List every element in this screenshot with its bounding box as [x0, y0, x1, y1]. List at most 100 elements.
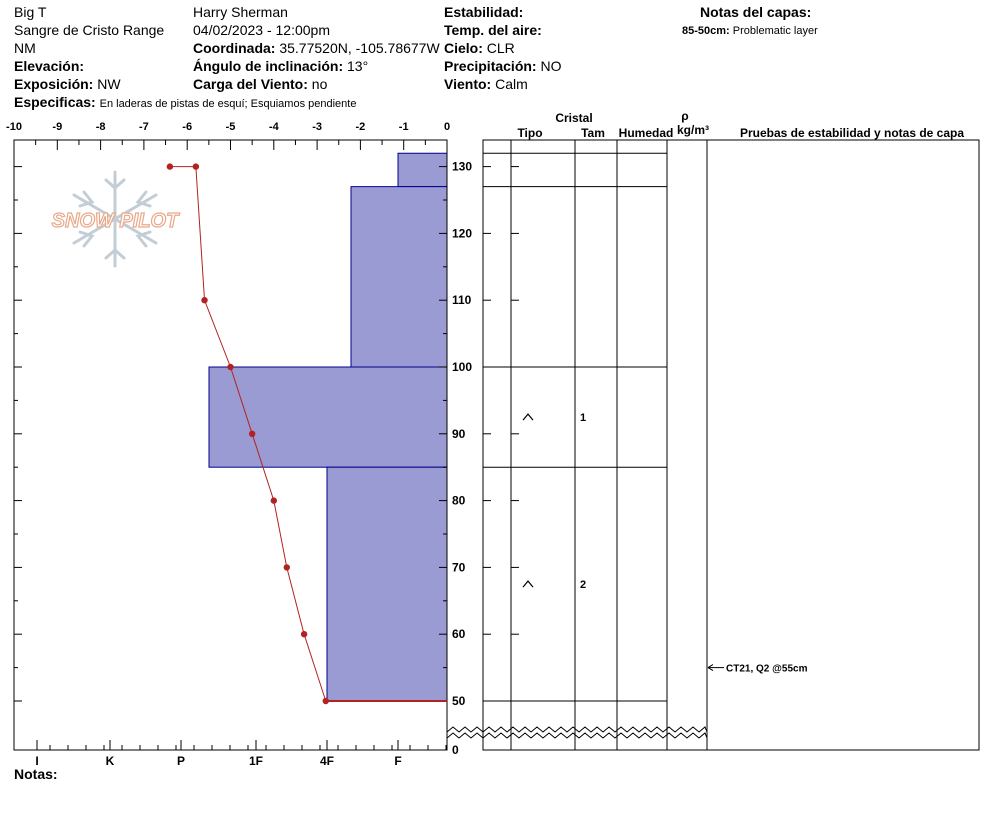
temp-tick-label: -10 — [6, 121, 22, 133]
precip-label: Precipitación: — [444, 58, 537, 74]
hardness-bars — [208, 152, 448, 702]
layers-table: Cristal Tipo Tam Humedad ρ kg/m³ Pruebas… — [482, 109, 980, 751]
temp-point — [227, 363, 234, 371]
header-tam: Tam — [581, 126, 605, 140]
hardness-tick-label: 4F — [320, 754, 334, 768]
datetime: 04/02/2023 - 12:00pm — [193, 22, 330, 38]
layer-note-text: Problematic layer — [732, 25, 818, 37]
temperature-profile — [166, 163, 447, 705]
temp-tick-label: -1 — [399, 121, 409, 133]
temp-point — [270, 497, 277, 504]
range: Sangre de Cristo Range — [14, 22, 165, 38]
temp-point — [166, 163, 174, 170]
zigzag-line — [446, 726, 484, 733]
zigzag-line — [482, 732, 708, 739]
air-temp-label: Temp. del aire: — [444, 22, 542, 38]
hardness-axis: I K P 1F 4F F — [35, 740, 447, 768]
header-rho-unit: kg/m³ — [677, 123, 709, 137]
hardness-bar — [326, 466, 448, 702]
wind-load: Carga del Viento: no — [193, 76, 327, 93]
depth-tick-label: 0 — [452, 743, 459, 757]
specifics-label: Especificas: — [14, 94, 96, 110]
crystal-size: 2 — [580, 579, 586, 591]
slope-label: Ángulo de inclinación: — [193, 58, 344, 74]
header-cristal: Cristal — [555, 111, 592, 125]
sky-label: Cielo: — [444, 40, 483, 56]
depth-tick-label: 130 — [452, 160, 472, 174]
temperature-axis: -10 -9 -8 -7 -6 -5 -4 -3 -2 -1 0 — [6, 121, 450, 150]
test-note: CT21, Q2 @55cm — [726, 664, 808, 675]
header-rho: ρ — [681, 109, 688, 123]
crystal-size: 1 — [580, 412, 586, 424]
depth-axis: 0 50 60 70 80 90 100 110 120 130 — [14, 160, 519, 757]
layer-rows: 1 2 CT21, Q2 @55cm — [483, 152, 808, 702]
coordinate-label: Coordinada: — [193, 40, 276, 56]
test-arrow-head — [707, 664, 714, 672]
coordinate: Coordinada: 35.77520N, -105.78677W — [193, 40, 440, 57]
temp-tick-label: -8 — [96, 121, 106, 133]
temp-tick-label: -7 — [139, 121, 149, 133]
exposure-label: Exposición: — [14, 76, 94, 92]
exposure: Exposición: NW — [14, 76, 121, 93]
depth-tick-label: 110 — [452, 293, 472, 307]
sky: Cielo: CLR — [444, 40, 515, 57]
zigzag-line — [446, 732, 484, 739]
temp-tick-label: -2 — [356, 121, 366, 133]
logo-text: SNOW PILOT — [52, 210, 180, 232]
crystal-facet-icon — [522, 413, 534, 421]
depth-tick-label: 50 — [452, 694, 466, 708]
header-tipo: Tipo — [517, 126, 542, 140]
temp-tick-label: -4 — [269, 121, 280, 133]
crystal-facet-icon — [522, 580, 534, 588]
temp-tick-label: -6 — [182, 121, 192, 133]
temp-point — [248, 430, 256, 437]
depth-tick-label: 70 — [452, 560, 466, 574]
observer: Harry Sherman — [193, 4, 288, 20]
location: Big T — [14, 4, 47, 20]
hardness-tick-label: P — [177, 754, 185, 768]
notes-label: Notas: — [14, 766, 58, 782]
slope: Ángulo de inclinación: 13° — [193, 58, 368, 75]
stability-label: Estabilidad: — [444, 4, 524, 20]
sky-value: CLR — [486, 40, 515, 56]
depth-tick-label: 60 — [452, 627, 466, 641]
specifics: Especificas: En laderas de pistas de esq… — [14, 94, 356, 113]
temp-tick-label: -5 — [226, 121, 236, 133]
coordinate-value: 35.77520N, -105.78677W — [279, 40, 440, 56]
depth-tick-label: 90 — [452, 427, 466, 441]
header-humedad: Humedad — [619, 126, 674, 140]
hardness-tick-label: I — [35, 754, 38, 768]
temp-tick-label: 0 — [444, 121, 450, 133]
hardness-bar — [350, 186, 448, 368]
specifics-value: En laderas de pistas de esquí; Esquiamos… — [99, 98, 357, 110]
hardness-tick-label: 1F — [249, 754, 263, 768]
hardness-tick-label: F — [394, 754, 401, 768]
layer-note: 85-50cm: Problematic layer — [682, 23, 818, 40]
temp-point — [283, 564, 290, 571]
slope-value: 13° — [347, 58, 369, 74]
hardness-bar — [397, 152, 448, 188]
layers-frame — [482, 139, 980, 751]
elevation-label: Elevación: — [14, 58, 85, 74]
temp-point — [201, 297, 208, 304]
temp-point — [192, 163, 200, 170]
wind: Viento: Calm — [444, 76, 528, 93]
zigzag-line — [482, 726, 708, 733]
precip: Precipitación: NO — [444, 58, 561, 75]
temp-tick-label: -9 — [52, 121, 62, 133]
layer-note-range: 85-50cm: — [682, 25, 730, 37]
temp-tick-label: -3 — [312, 121, 322, 133]
precip-value: NO — [540, 58, 562, 74]
depth-tick-label: 80 — [452, 494, 466, 508]
state: NM — [14, 40, 36, 56]
exposure-value: NW — [97, 76, 121, 92]
depth-tick-label: 120 — [452, 226, 472, 240]
header-tests: Pruebas de estabilidad y notas de capa — [740, 126, 964, 140]
snowflake-logo-icon: SNOW PILOT — [51, 170, 181, 268]
temp-point — [300, 631, 308, 638]
depth-tick-label: 100 — [452, 360, 472, 374]
layer-notes-title: Notas del capas: — [700, 4, 812, 20]
wind-load-value: no — [311, 76, 328, 92]
hardness-bar — [208, 366, 448, 468]
